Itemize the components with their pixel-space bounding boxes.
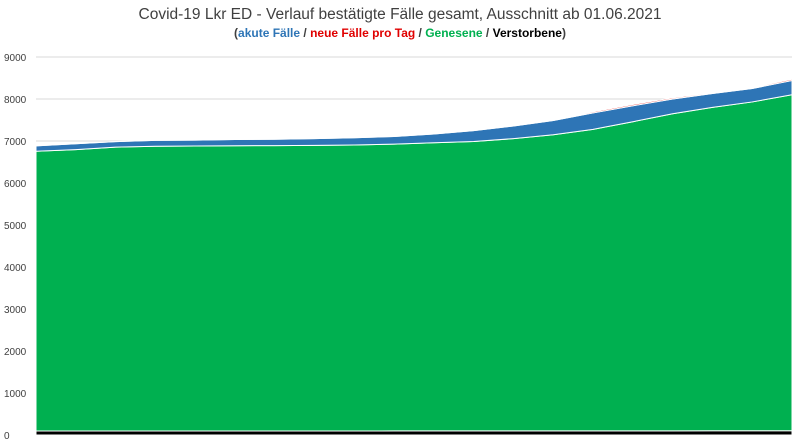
y-tick-label: 5000 (4, 221, 27, 232)
y-tick-label: 8000 (4, 95, 27, 106)
subtitle-part-6: Verstorbene (492, 26, 562, 40)
chart-subtitle: (akute Fälle / neue Fälle pro Tag / Gene… (0, 26, 800, 40)
chart-title: Covid-19 Lkr ED - Verlauf bestätigte Fäl… (138, 6, 662, 23)
y-tick-label: 4000 (4, 263, 27, 274)
subtitle-paren-close: ) (561, 26, 566, 40)
series-area-neue-fälle-pro-tag (35, 78, 793, 147)
subtitle-part-1: / (300, 26, 311, 40)
subtitle-paren-open: ( (234, 26, 239, 40)
subtitle-part-4: Genesene (425, 26, 483, 40)
y-tick-label: 6000 (4, 179, 27, 190)
subtitle-part-0: akute Fälle (238, 26, 301, 40)
subtitle-part-2: neue Fälle pro Tag (310, 26, 416, 40)
subtitle-legend: akute Fälle / neue Fälle pro Tag / Genes… (238, 26, 562, 40)
subtitle-part-3: / (415, 26, 426, 40)
y-tick-label: 1000 (4, 389, 27, 400)
y-tick-label: 7000 (4, 137, 27, 148)
series-areas (35, 78, 793, 436)
subtitle-part-5: / (482, 26, 493, 40)
y-tick-label: 9000 (4, 53, 27, 64)
y-axis: 0 1000 2000 3000 4000 5000 6000 7000 8000 9000 (4, 53, 27, 442)
y-tick-label: 3000 (4, 305, 27, 316)
y-tick-label: 0 (4, 431, 10, 442)
y-tick-label: 2000 (4, 347, 27, 358)
